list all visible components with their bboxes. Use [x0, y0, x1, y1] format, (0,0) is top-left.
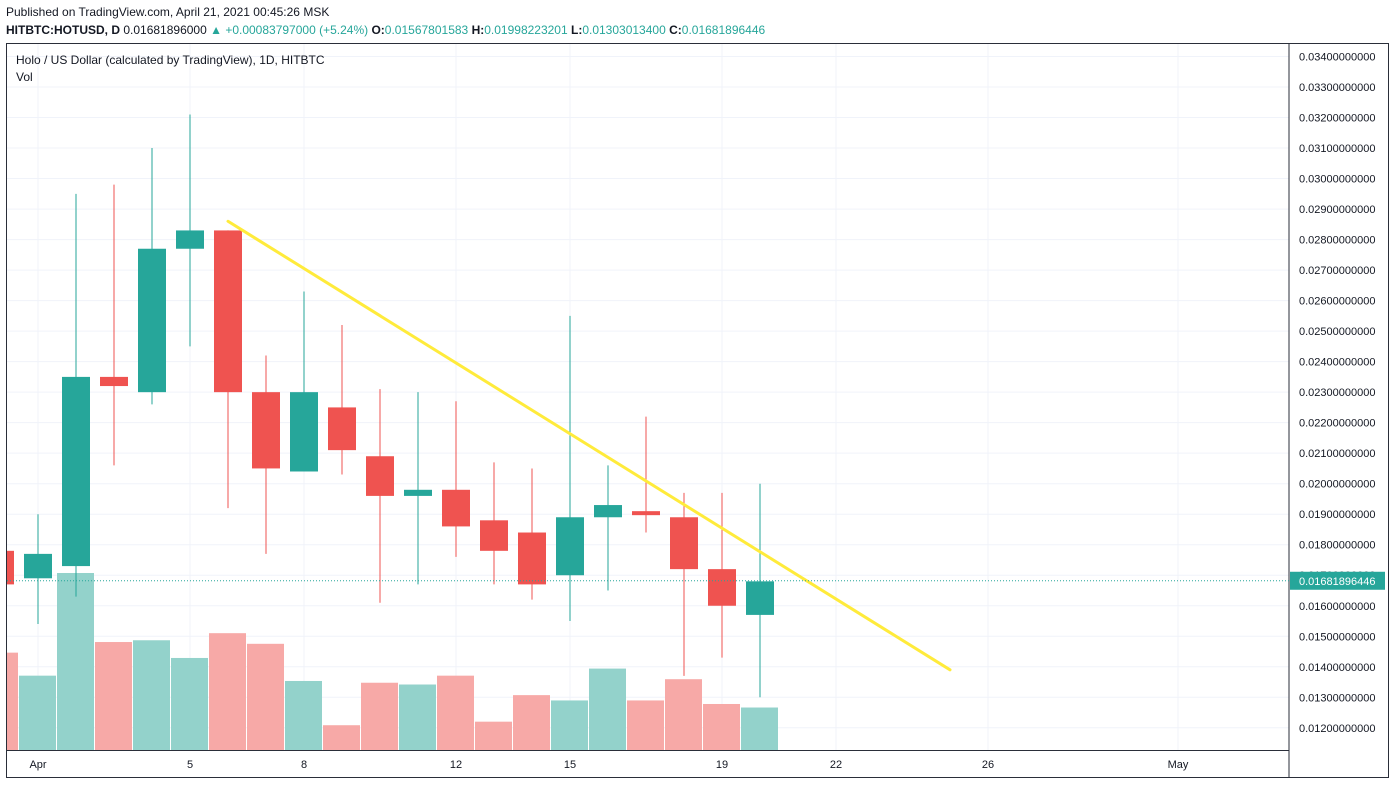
candle-body [670, 517, 698, 570]
y-tick-label: 0.03400000000 [1299, 52, 1375, 64]
y-tick-label: 0.02100000000 [1299, 448, 1375, 460]
chart-frame [6, 43, 1389, 778]
y-tick-label: 0.02700000000 [1299, 265, 1375, 277]
y-tick-label: 0.03200000000 [1299, 113, 1375, 125]
candle-body [100, 376, 128, 387]
candle-body [7, 550, 14, 585]
volume-bar [475, 721, 512, 750]
candle-body [138, 248, 166, 393]
close-label: C: [669, 23, 682, 37]
open-value: 0.01567801583 [384, 23, 469, 37]
y-tick-label: 0.02300000000 [1299, 387, 1375, 399]
volume-bar [171, 657, 208, 750]
y-tick-label: 0.01800000000 [1299, 540, 1375, 552]
volume-bar [57, 573, 94, 750]
y-tick-label: 0.01300000000 [1299, 692, 1375, 704]
volume-bar [209, 633, 246, 750]
x-tick-label: Apr [29, 759, 46, 771]
low-label: L: [571, 23, 583, 37]
y-tick-label: 0.02900000000 [1299, 204, 1375, 216]
y-tick-label: 0.01200000000 [1299, 723, 1375, 735]
y-tick-label: 0.02500000000 [1299, 326, 1375, 338]
candle-body [24, 553, 52, 579]
candle-body [214, 230, 242, 393]
volume-bar [703, 703, 740, 750]
volume-bar [247, 643, 284, 750]
price-change: ▲ +0.00083797000 (+5.24%) [210, 23, 369, 37]
volume-bar [437, 675, 474, 750]
candle-body [442, 489, 470, 527]
ohlc-legend: HITBTC:HOTUSD, D 0.01681896000 ▲ +0.0008… [6, 23, 765, 37]
volume-bar [19, 675, 56, 750]
y-tick-label: 0.01900000000 [1299, 509, 1375, 521]
y-tick-label: 0.01500000000 [1299, 631, 1375, 643]
low-value: 0.01303013400 [582, 23, 666, 37]
y-tick-label: 0.03000000000 [1299, 174, 1375, 186]
volume-bar [95, 642, 132, 750]
y-tick-label: 0.02600000000 [1299, 296, 1375, 308]
candle-body [252, 392, 280, 469]
x-tick-label: 22 [830, 759, 842, 771]
y-tick-label: 0.01400000000 [1299, 662, 1375, 674]
volume-bar [513, 695, 550, 750]
volume-bar [361, 682, 398, 750]
last-price: 0.01681896000 [123, 23, 207, 37]
x-tick-label: 12 [450, 759, 462, 771]
high-label: H: [471, 23, 485, 37]
volume-bar [323, 725, 360, 750]
y-tick-label: 0.02200000000 [1299, 418, 1375, 430]
symbol-label: HITBTC:HOTUSD, D [6, 23, 120, 37]
candle-body [290, 392, 318, 472]
y-tick-label: 0.03100000000 [1299, 143, 1375, 155]
y-tick-label: 0.02000000000 [1299, 479, 1375, 491]
candle-body [518, 532, 546, 585]
candle-body [594, 505, 622, 518]
volume-bar [627, 700, 664, 750]
high-value: 0.01998223201 [484, 23, 568, 37]
candle-body [632, 511, 660, 516]
published-note: Published on TradingView.com, April 21, … [6, 5, 330, 19]
candle-body [480, 520, 508, 551]
x-tick-label: 5 [187, 759, 193, 771]
candle-body [176, 230, 204, 249]
x-tick-label: May [1168, 759, 1189, 771]
volume-bar [285, 680, 322, 750]
y-tick-label: 0.02400000000 [1299, 357, 1375, 369]
volume-bar [589, 668, 626, 750]
trendline [226, 219, 952, 672]
volume-bar [551, 700, 588, 750]
x-tick-label: 26 [982, 759, 994, 771]
y-tick-label: 0.03300000000 [1299, 82, 1375, 94]
volume-bar [399, 684, 436, 750]
x-tick-label: 19 [716, 759, 728, 771]
close-value: 0.01681896446 [681, 23, 766, 37]
candle-body [708, 569, 736, 606]
volume-label: Vol [16, 70, 33, 84]
series-layer [7, 114, 952, 750]
candle-body [366, 456, 394, 496]
x-tick-label: 8 [301, 759, 307, 771]
y-tick-label: 0.01600000000 [1299, 601, 1375, 613]
volume-bar [741, 707, 778, 750]
volume-bar [665, 679, 702, 750]
y-tick-label: 0.02800000000 [1299, 235, 1375, 247]
volume-bar [7, 652, 18, 750]
open-label: O: [371, 23, 385, 37]
x-tick-label: 15 [564, 759, 576, 771]
last-price-tag [1290, 571, 1385, 590]
candle-body [556, 517, 584, 576]
chart-title: Holo / US Dollar (calculated by TradingV… [16, 53, 325, 67]
candle-body [746, 581, 774, 615]
candle-body [62, 376, 90, 567]
last-price-label: 0.01681896446 [1299, 576, 1375, 588]
candle-body [404, 489, 432, 496]
volume-bar [133, 640, 170, 750]
candle-body [328, 407, 356, 451]
